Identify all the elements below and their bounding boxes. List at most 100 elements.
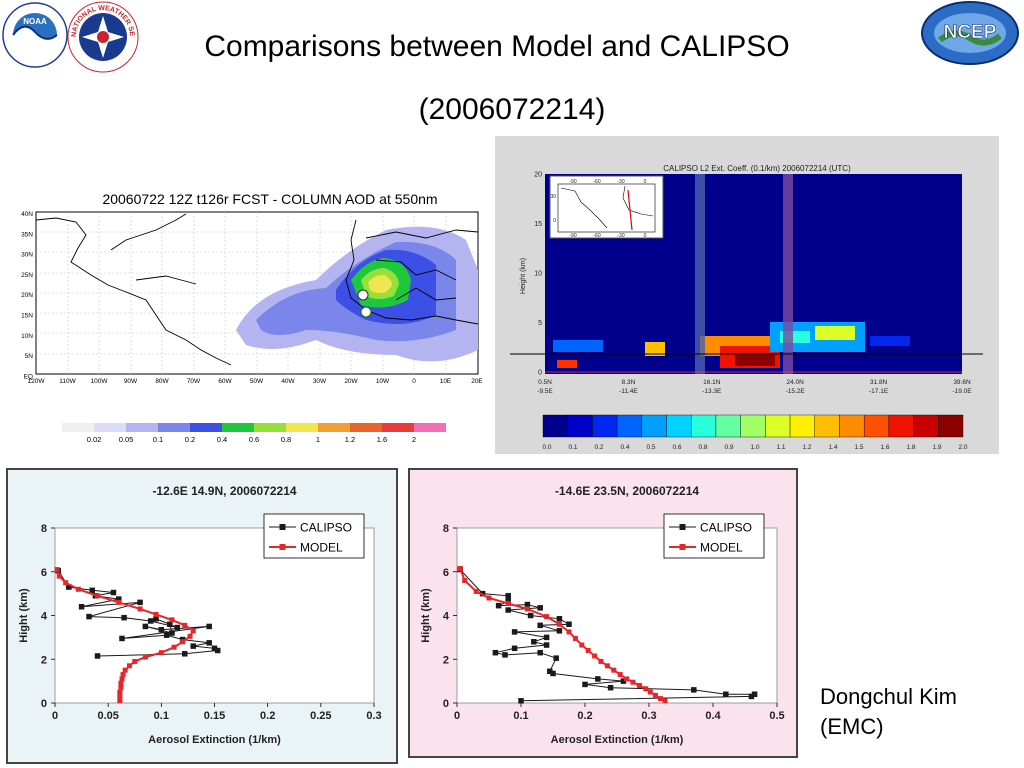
data-point-model <box>116 599 122 605</box>
aod-lat-label: 10N <box>21 333 33 340</box>
y-tick-label: 0 <box>41 698 47 710</box>
legend-entry: MODEL <box>700 541 743 555</box>
aod-colorbar-swatch <box>350 423 382 432</box>
aod-lon-label: 100W <box>91 378 109 385</box>
author-name: Dongchul Kim <box>820 684 957 709</box>
aod-colorbar-label: 0.6 <box>249 435 259 444</box>
data-point-calipso <box>142 623 149 630</box>
ncep-logo: NCEP <box>921 1 1019 65</box>
x-tick-label: 0 <box>52 710 58 722</box>
data-point-model <box>630 679 636 685</box>
aod-lon-label: 120W <box>28 378 46 385</box>
calipso-colorbar-swatch <box>814 414 840 438</box>
calipso-colorbar-swatch <box>913 414 939 438</box>
calipso-title: CALIPSO L2 Ext. Coeff. (0.1/km) 20060722… <box>663 164 851 173</box>
legend-entry: MODEL <box>300 541 343 555</box>
aod-lon-label: 20E <box>471 378 482 385</box>
inset-lon-label: -30 <box>617 179 624 185</box>
calipso-colorbar-swatch <box>765 414 791 438</box>
data-point-calipso <box>505 593 511 599</box>
inset-lon-label-bottom: 0 <box>644 233 647 239</box>
data-point-model <box>132 658 138 664</box>
aod-lon-label: 30W <box>313 378 327 385</box>
data-point-calipso <box>158 626 165 633</box>
data-point-calipso <box>537 622 543 629</box>
legend-entry: CALIPSO <box>300 521 352 535</box>
data-point-model <box>158 650 164 656</box>
x-tick-label: 0.15 <box>204 710 225 722</box>
aod-colorbar-swatch <box>286 423 318 432</box>
data-point-calipso <box>121 614 127 621</box>
calipso-site-1-column <box>695 174 705 374</box>
calipso-x-lon-tick: -15.2E <box>786 388 806 395</box>
calipso-x-lon-tick: -9.5E <box>537 388 553 395</box>
data-point-calipso <box>169 630 175 636</box>
aod-colorbar-swatch <box>190 423 222 432</box>
data-point-calipso <box>153 616 159 622</box>
aod-colorbar-swatch <box>62 423 94 432</box>
x-tick-label: 0.1 <box>513 710 528 722</box>
data-point-model <box>611 667 617 673</box>
aod-lon-label: 10W <box>376 378 390 385</box>
aod-map-lon-labels: 120W 110W 100W 90W 80W 70W 60W 50W 40W 30W 20W 10W 0… <box>28 378 482 385</box>
legend-swatch-marker <box>679 544 686 550</box>
data-point-calipso <box>86 613 92 620</box>
x-tick-label: 0.5 <box>769 710 784 722</box>
calipso-x-lon-tick: -13.3E <box>702 388 722 395</box>
data-point-calipso <box>147 618 154 624</box>
data-point-calipso <box>723 691 729 697</box>
inset-lon-label-bottom: -60 <box>593 233 600 239</box>
data-point-calipso <box>607 684 614 691</box>
calipso-x-ticks: 0.5N -9.5E 8.3N -11.4E 16.1N -13.3E 24.0N -15.2… <box>537 379 972 395</box>
x-tick-label: 0.2 <box>260 710 275 722</box>
data-point-calipso <box>566 621 572 627</box>
aod-lat-label: EQ <box>24 373 33 380</box>
aod-colorbar-swatch <box>318 423 350 432</box>
profile-chart-left: -12.6E 14.9N, 2006072214 0 0.05 0.1 0.15 0.2 0… <box>6 468 398 764</box>
data-point-model <box>658 696 664 702</box>
aod-colorbar-swatch <box>254 423 286 432</box>
data-point-calipso <box>181 651 188 657</box>
calipso-x-lon-tick: -17.1E <box>869 388 889 395</box>
y-tick-label: 2 <box>41 654 47 666</box>
slide-title: Comparisons between Model and CALIPSO <box>0 30 1024 64</box>
data-point-calipso <box>211 645 218 652</box>
calipso-colorbar-label: 0.4 <box>620 444 629 451</box>
data-point-model <box>118 685 124 691</box>
noaa-logo-text: NOAA <box>23 17 47 26</box>
y-tick-label: 2 <box>443 654 449 666</box>
aod-lon-label: 90W <box>124 378 138 385</box>
x-tick-label: 0.05 <box>97 710 118 722</box>
aod-lon-label: 20W <box>344 378 358 385</box>
data-point-calipso <box>543 642 550 648</box>
data-point-calipso <box>556 628 563 634</box>
data-point-calipso <box>89 587 95 594</box>
data-point-model <box>187 633 193 639</box>
calipso-curtain-figure: CALIPSO L2 Ext. Coeff. (0.1/km) 20060722… <box>495 136 999 454</box>
chart-title: -12.6E 14.9N, 2006072214 <box>152 484 296 498</box>
data-point-model <box>617 672 623 678</box>
aod-lat-label: 15N <box>21 313 33 320</box>
data-point-calipso <box>518 698 524 704</box>
data-point-model <box>457 565 463 571</box>
calipso-y-tick: 0 <box>538 370 542 377</box>
inset-lon-label-bottom: -90 <box>569 233 576 239</box>
data-point-model <box>505 600 511 606</box>
calipso-colorbar-swatch <box>715 414 741 438</box>
calipso-colorbar-label: 1.8 <box>906 444 915 451</box>
y-tick-label: 6 <box>41 567 47 579</box>
x-axis-label: Aerosol Extinction (1/km) <box>148 734 281 746</box>
aod-lon-label: 60W <box>218 378 232 385</box>
data-point-calipso <box>206 640 212 646</box>
aod-colorbar-label: 1.2 <box>345 435 355 444</box>
ncep-logo-text: NCEP <box>944 22 997 43</box>
data-point-model <box>117 698 123 704</box>
profile-chart-right-svg: -14.6E 23.5N, 2006072214 0 0.1 0.2 0.3 0.4 0.5… <box>420 484 785 746</box>
calipso-x-lat-tick: 39.6N <box>953 379 971 386</box>
inset-lon-label: -90 <box>569 179 576 185</box>
data-point-calipso <box>110 589 117 596</box>
chart-title: -14.6E 23.5N, 2006072214 <box>555 484 699 498</box>
x-tick-label: 0.25 <box>310 710 331 722</box>
aod-colorbar-swatch <box>94 423 126 432</box>
y-tick-label: 4 <box>41 611 48 623</box>
